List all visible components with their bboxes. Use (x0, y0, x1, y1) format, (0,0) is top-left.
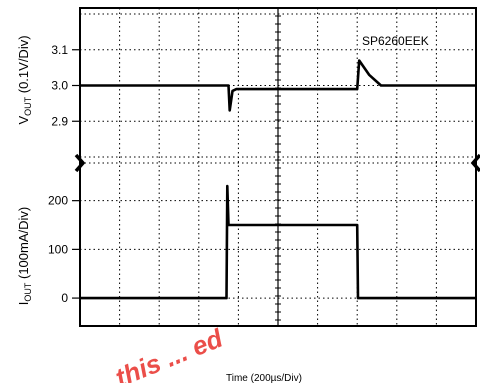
watermark: this ... ed (111, 322, 228, 383)
y-tick-label: 3.0 (51, 79, 68, 93)
y-tick-labels: 3.1 3.0 2.9 200 100 0 (48, 43, 80, 305)
x-axis-label: Time (200µs/Div) (226, 373, 302, 383)
y-tick-label: 0 (61, 291, 68, 305)
vout-trace (80, 59, 476, 112)
chart-grid (80, 7, 476, 326)
iout-trace-line (80, 184, 476, 300)
axis-break-left (74, 153, 86, 173)
vout-trace-line (80, 59, 476, 112)
vout-series-label: SP6260EEK (362, 34, 429, 48)
iout-trace (80, 184, 476, 300)
y-tick-label: 3.1 (51, 43, 68, 57)
chart-frame (74, 7, 480, 327)
y-tick-label: 200 (48, 194, 68, 208)
y-tick-label: 100 (48, 242, 68, 256)
iout-axis-label: IOUT (100mA/Div) (16, 207, 33, 305)
axis-break-right (470, 153, 480, 173)
vout-axis-label: VOUT (0.1V/Div) (16, 35, 33, 124)
y-tick-label: 2.9 (51, 114, 68, 128)
